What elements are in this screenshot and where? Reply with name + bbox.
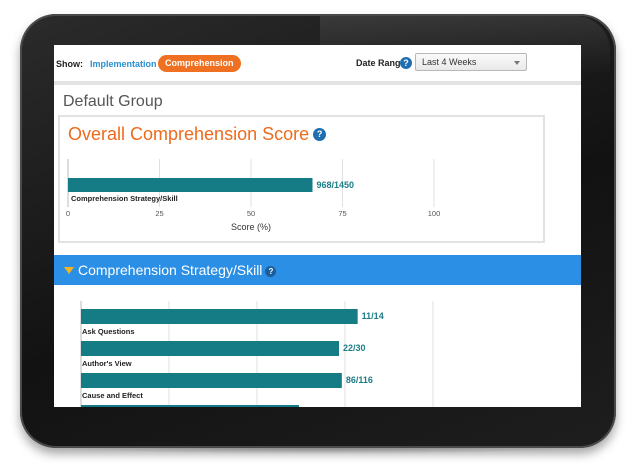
triangle-down-icon[interactable] (64, 267, 74, 274)
section-title-text: Comprehension Strategy/Skill (78, 262, 263, 278)
overall-score-chart: 0 25 50 75 100 968/1450 Comprehension Strategy… (66, 159, 441, 232)
comprehension-button[interactable]: Comprehension (158, 55, 241, 72)
overall-score-panel: Overall Comprehension Score? 0 25 50 75 100 9… (58, 115, 545, 243)
bar-category-label: Author's View (82, 359, 132, 368)
chevron-down-icon (514, 61, 520, 65)
bar (68, 178, 313, 192)
bar (81, 373, 342, 388)
bar (81, 341, 340, 356)
strategy-skill-chart: 11/14 Ask Questions 22/30 Author's View 86/1… (80, 301, 434, 407)
date-range-value: Last 4 Weeks (422, 57, 477, 67)
bar-value-label: 968/1450 (316, 180, 354, 190)
bar-category-label: Ask Questions (82, 327, 135, 336)
bar-value-label: 11/14 (362, 311, 384, 321)
x-tick-label: 75 (338, 209, 346, 218)
x-tick-label: 0 (66, 209, 70, 218)
overall-score-title-text: Overall Comprehension Score (68, 124, 310, 144)
help-icon[interactable]: ? (313, 128, 327, 141)
filter-toolbar: Show: Implementation Comprehension Date … (54, 45, 581, 85)
x-tick-label: 25 (155, 209, 163, 218)
bar-value-label: 86/116 (346, 375, 373, 385)
bar-value-label: 22/30 (343, 343, 366, 353)
implementation-link[interactable]: Implementation (90, 59, 157, 69)
bar (81, 405, 299, 407)
help-icon[interactable]: ? (265, 266, 277, 277)
x-tick-label: 100 (428, 209, 441, 218)
group-title: Default Group (63, 93, 163, 110)
strategy-skill-section-header[interactable]: Comprehension Strategy/Skill? (54, 255, 581, 285)
bar (81, 309, 358, 324)
date-range-select[interactable]: Last 4 Weeks (415, 53, 527, 71)
overall-score-title: Overall Comprehension Score? (68, 124, 327, 145)
bar-category-label: Comprehension Strategy/Skill (71, 194, 178, 203)
bar-category-label: Cause and Effect (82, 391, 143, 400)
show-label: Show: (56, 59, 83, 69)
section-title: Comprehension Strategy/Skill? (78, 262, 277, 278)
help-icon[interactable]: ? (400, 57, 412, 69)
date-range-label: Date Range (356, 58, 406, 68)
x-tick-label: 50 (247, 209, 255, 218)
x-axis-title: Score (%) (231, 222, 271, 232)
app-screen: Show: Implementation Comprehension Date … (54, 45, 581, 407)
